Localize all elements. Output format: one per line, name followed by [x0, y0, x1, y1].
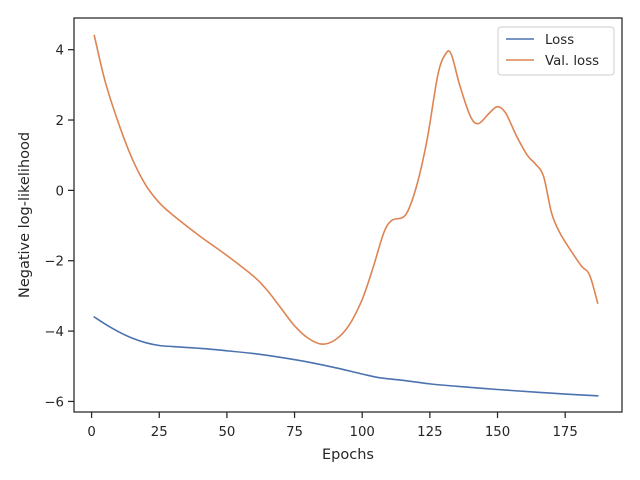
x-tick-label: 100 — [350, 425, 375, 440]
x-axis: 0 25 50 75 100 125 150 175 — [87, 412, 578, 440]
x-tick-label: 75 — [286, 425, 303, 440]
legend-label: Loss — [545, 33, 574, 48]
legend: Loss Val. loss — [497, 26, 615, 76]
y-axis: −6 −4 −2 0 2 4 — [44, 44, 74, 410]
y-axis-title: Negative log-likelihood — [17, 132, 33, 298]
legend-label: Val. loss — [545, 54, 599, 69]
series-line-loss — [93, 315, 599, 397]
series-line-val-loss — [93, 34, 599, 345]
x-tick-label: 0 — [87, 425, 95, 440]
y-tick-label: 4 — [56, 44, 64, 59]
series-layer — [93, 34, 599, 397]
y-tick-label: 0 — [56, 184, 64, 199]
plot-area — [73, 17, 623, 413]
x-axis-title: Epochs — [322, 447, 374, 463]
y-tick-label: −2 — [44, 255, 64, 270]
x-tick-label: 150 — [485, 425, 510, 440]
y-tick-label: 2 — [56, 114, 64, 129]
x-tick-label: 125 — [417, 425, 442, 440]
x-tick-label: 50 — [218, 425, 235, 440]
y-tick-label: −4 — [44, 325, 64, 340]
x-tick-label: 175 — [552, 425, 577, 440]
y-tick-label: −6 — [44, 395, 64, 410]
x-tick-label: 25 — [151, 425, 168, 440]
plot-frame — [73, 17, 623, 413]
